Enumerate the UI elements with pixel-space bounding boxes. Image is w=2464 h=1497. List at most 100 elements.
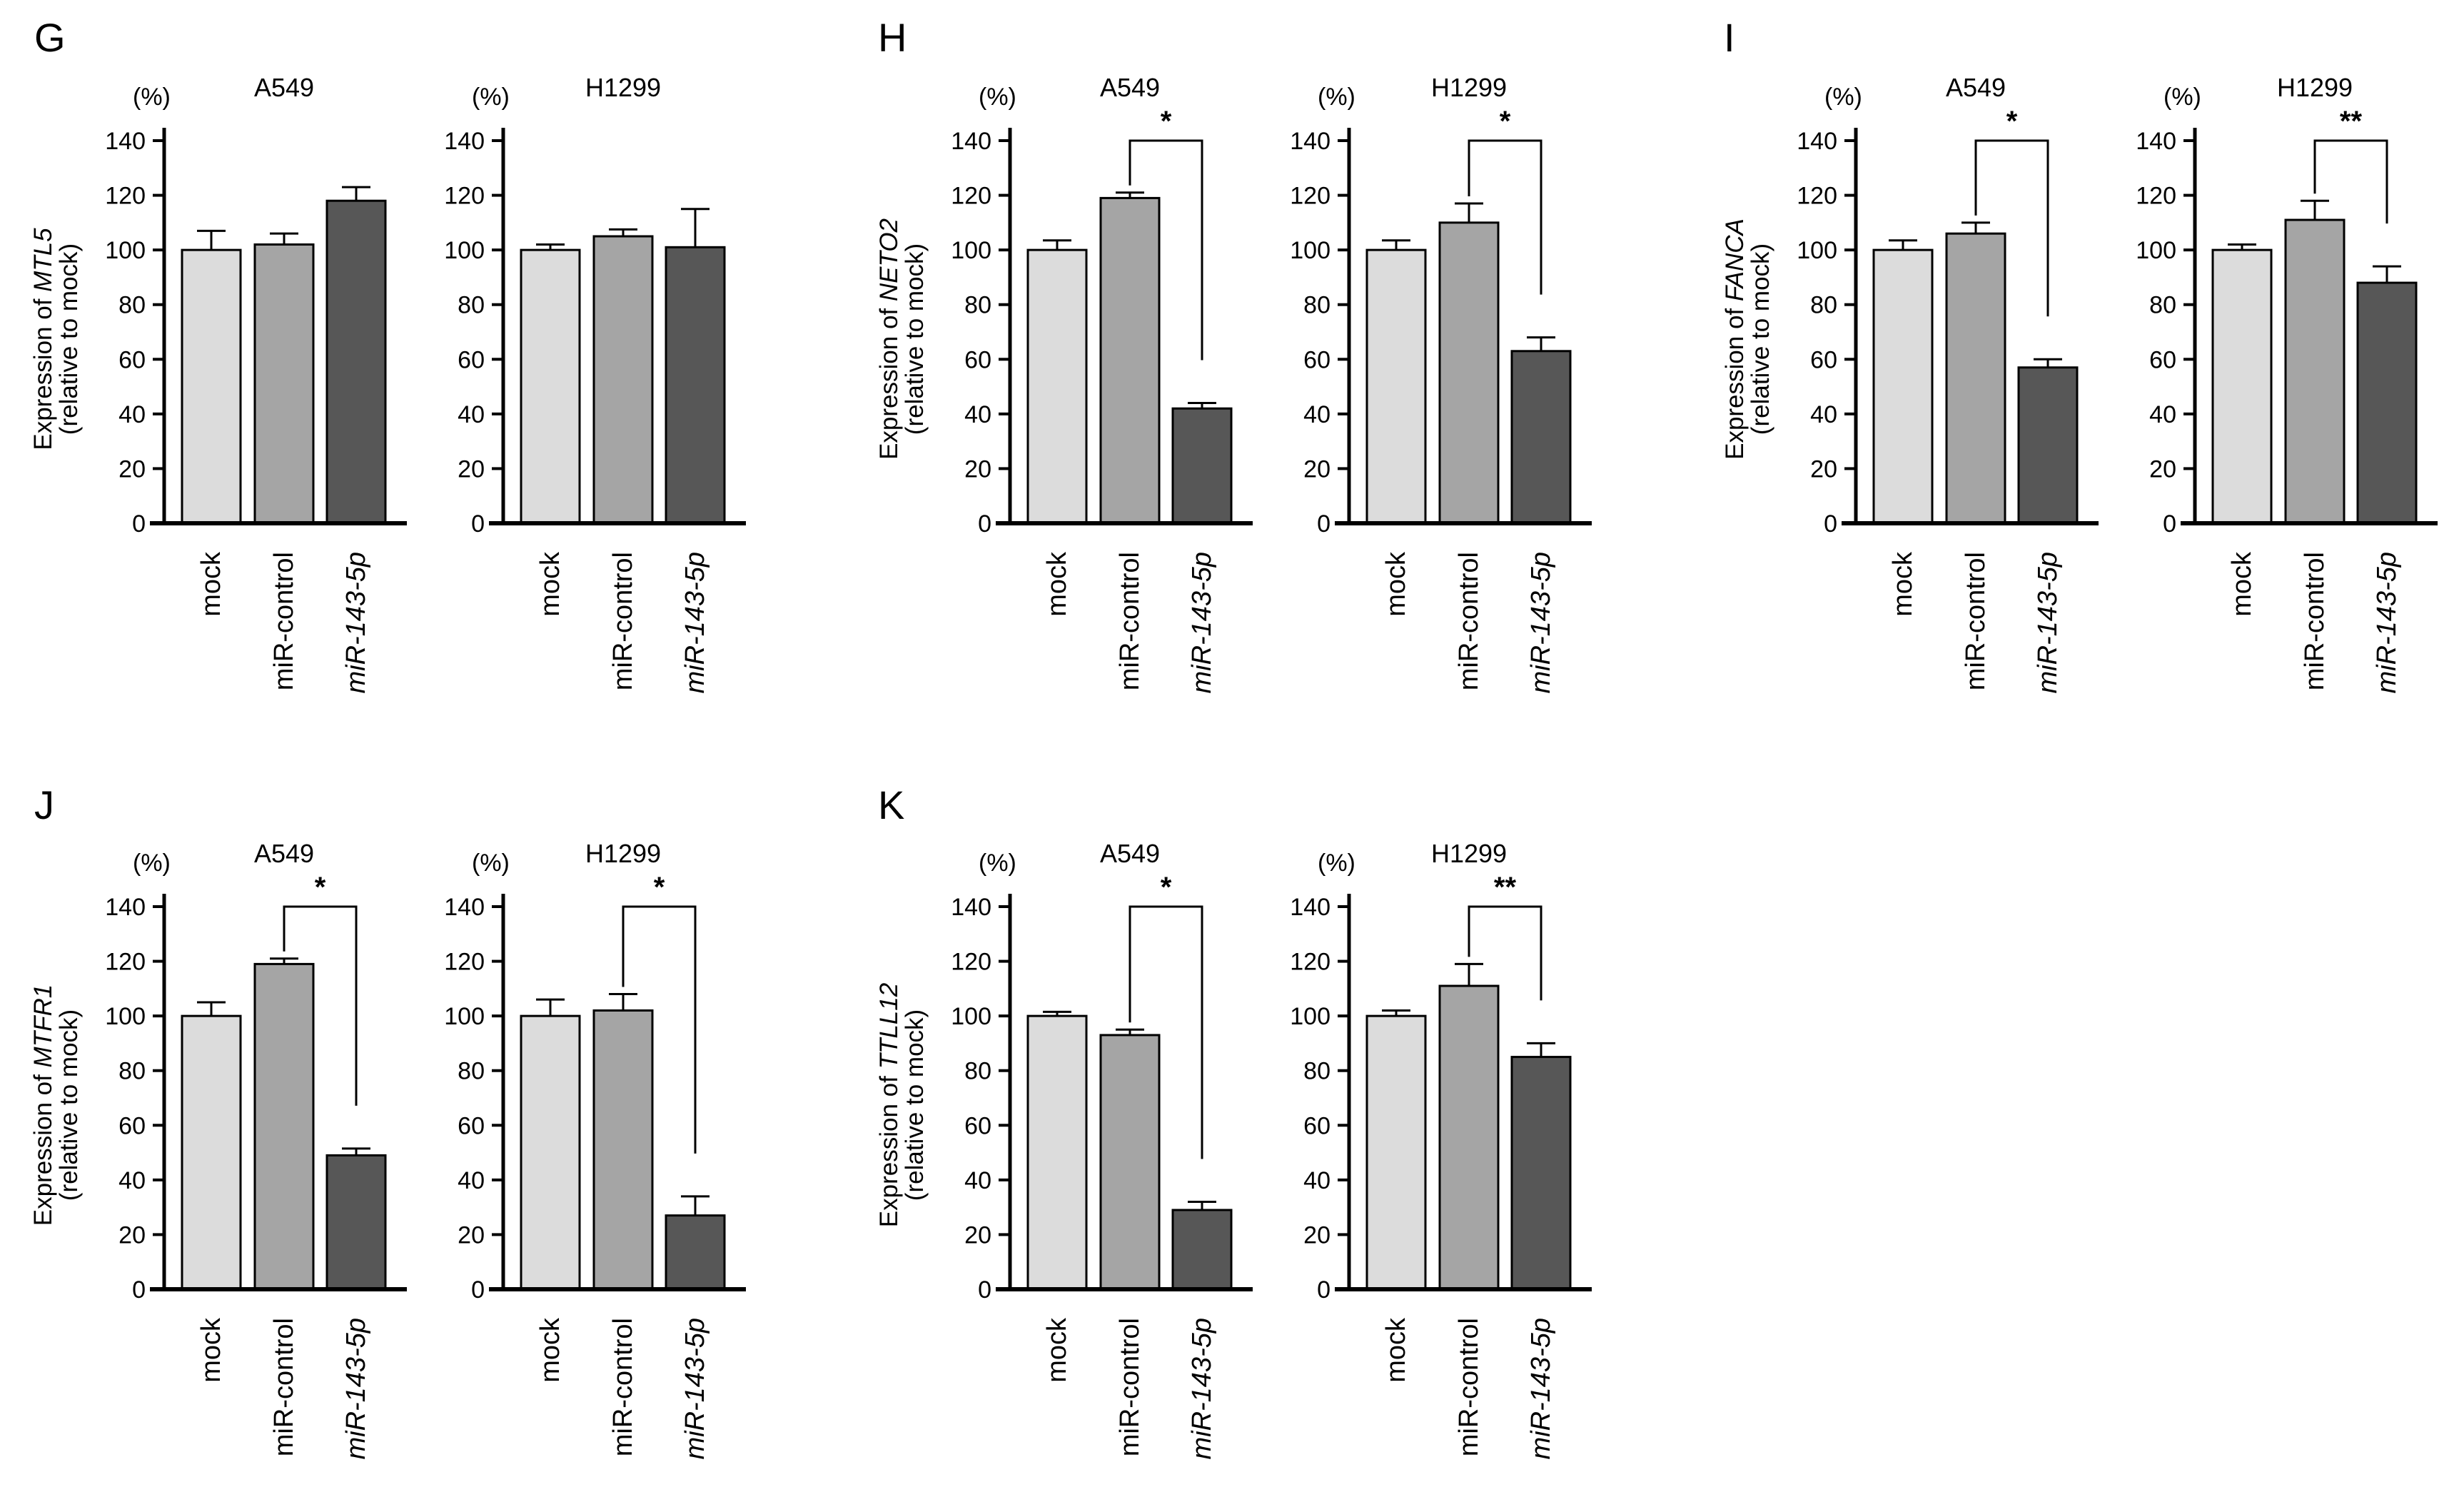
significance-bracket xyxy=(1129,139,1203,361)
cell-title: A549 xyxy=(1100,839,1160,868)
significance-bracket xyxy=(283,905,358,1106)
y-tick-label: 100 xyxy=(105,1003,146,1030)
subplot-h-a549: (%) A549 0 20 40 60 80 100 120 140 mock miR-control… xyxy=(951,73,1253,694)
x-category-label: mock xyxy=(1042,1317,1072,1383)
subplot-i-h1299: (%) H1299 0 20 40 60 80 100 120 140 mock miR-contro… xyxy=(2136,73,2438,694)
y-tick-label: 40 xyxy=(964,1167,991,1194)
unit-label: (%) xyxy=(1318,84,1355,111)
y-tick-label: 20 xyxy=(1303,455,1331,483)
y-tick-label: 40 xyxy=(458,401,485,428)
bar-mir-control xyxy=(592,1009,654,1291)
y-tick-label: 100 xyxy=(951,1003,991,1030)
y-tick-label: 120 xyxy=(1797,183,1837,210)
bar-mock xyxy=(181,248,242,525)
subplot-g-a549: (%) A549 0 20 40 60 80 100 120 140 mock miR-control… xyxy=(105,73,407,694)
y-tick-label: 80 xyxy=(2149,292,2176,319)
y-tick-label: 140 xyxy=(105,894,146,921)
y-tick-label: 100 xyxy=(444,1003,485,1030)
y-tick-label: 100 xyxy=(2136,237,2176,264)
y-tick-label: 80 xyxy=(118,1058,146,1085)
y-tick-label: 0 xyxy=(1317,1276,1331,1304)
bar-mock xyxy=(520,1014,581,1291)
x-category-label: miR-control xyxy=(1454,1318,1484,1456)
y-tick-label: 80 xyxy=(458,1058,485,1085)
x-category-label: mock xyxy=(196,551,226,617)
y-axis-label: Expression of MTL5(relative to mock) xyxy=(29,228,83,450)
y-tick-label: 40 xyxy=(1810,401,1837,428)
significance-label: * xyxy=(2006,106,2018,137)
y-axis-label: Expression of MTFR1(relative to mock) xyxy=(29,984,83,1226)
y-tick-label: 60 xyxy=(118,346,146,373)
y-axis-label: Expression of FANCA(relative to mock) xyxy=(1721,218,1774,460)
y-tick-label: 40 xyxy=(1303,1167,1331,1194)
subplot-i-a549: (%) A549 0 20 40 60 80 100 120 140 mock miR-control… xyxy=(1797,73,2099,694)
y-tick-label: 120 xyxy=(951,183,991,210)
cell-title: A549 xyxy=(1100,73,1160,102)
y-tick-label: 80 xyxy=(118,292,146,319)
y-tick-label: 80 xyxy=(1303,292,1331,319)
bar-mir-control xyxy=(592,235,654,525)
y-tick-label: 40 xyxy=(118,401,146,428)
significance-bracket xyxy=(2313,139,2388,224)
y-tick-label: 100 xyxy=(951,237,991,264)
bar-mock xyxy=(1026,1014,1088,1291)
y-tick-label: 120 xyxy=(444,183,485,210)
unit-label: (%) xyxy=(1318,850,1355,877)
significance-label: * xyxy=(315,872,326,903)
unit-label: (%) xyxy=(472,84,510,111)
y-tick-label: 60 xyxy=(1810,346,1837,373)
y-tick-label: 60 xyxy=(2149,346,2176,373)
significance-label: * xyxy=(1161,872,1172,903)
bar-mock xyxy=(1365,248,1427,525)
cell-title: A549 xyxy=(254,839,314,868)
unit-label: (%) xyxy=(133,84,171,111)
y-tick-label: 0 xyxy=(471,510,485,538)
y-axis-label: Expression of NETO2(relative to mock) xyxy=(875,218,929,460)
significance-bracket xyxy=(1129,905,1203,1159)
x-category-label: miR-143-5p xyxy=(680,552,710,694)
panel-g: G Expression of MTL5(relative to mock) (%)… xyxy=(29,15,746,694)
y-tick-label: 80 xyxy=(964,1058,991,1085)
y-tick-label: 140 xyxy=(951,128,991,155)
y-tick-label: 140 xyxy=(1797,128,1837,155)
y-tick-label: 0 xyxy=(132,1276,146,1304)
unit-label: (%) xyxy=(1824,84,1862,111)
y-tick-label: 60 xyxy=(118,1112,146,1139)
x-category-label: miR-143-5p xyxy=(1526,552,1556,694)
x-category-label: mock xyxy=(1888,551,1918,617)
bar-mock xyxy=(1026,248,1088,525)
y-tick-label: 100 xyxy=(1797,237,1837,264)
bar-mir-143-5p xyxy=(1171,407,1233,525)
y-tick-label: 80 xyxy=(1303,1058,1331,1085)
significance-label: ** xyxy=(1494,872,1517,903)
cell-title: H1299 xyxy=(1431,839,1507,868)
y-tick-label: 140 xyxy=(1290,128,1331,155)
x-category-label: mock xyxy=(535,551,565,617)
x-category-label: miR-control xyxy=(1454,552,1484,690)
bar-mir-control xyxy=(1438,221,1500,525)
y-tick-label: 100 xyxy=(105,237,146,264)
subplot-h-h1299: (%) H1299 0 20 40 60 80 100 120 140 mock miR-contro… xyxy=(1290,73,1592,694)
unit-label: (%) xyxy=(979,850,1016,877)
bar-mir-control xyxy=(1099,196,1161,525)
bar-mock xyxy=(181,1014,242,1291)
y-tick-label: 60 xyxy=(1303,346,1331,373)
bar-mir-143-5p xyxy=(665,1214,726,1291)
x-category-label: mock xyxy=(1042,551,1072,617)
y-tick-label: 40 xyxy=(458,1167,485,1194)
x-category-label: miR-control xyxy=(608,552,638,690)
y-tick-label: 20 xyxy=(118,1221,146,1249)
bar-mock xyxy=(1872,248,1934,525)
x-category-label: miR-control xyxy=(608,1318,638,1456)
y-tick-label: 0 xyxy=(2163,510,2176,538)
x-category-label: mock xyxy=(1381,551,1411,617)
cell-title: H1299 xyxy=(2277,73,2353,102)
x-category-label: mock xyxy=(2227,551,2257,617)
y-tick-label: 0 xyxy=(132,510,146,538)
y-tick-label: 100 xyxy=(1290,237,1331,264)
y-tick-label: 140 xyxy=(2136,128,2176,155)
panel-h: H Expression of NETO2(relative to mock) (%… xyxy=(875,15,1592,694)
bar-mir-143-5p xyxy=(325,199,387,525)
bar-mock xyxy=(520,248,581,525)
